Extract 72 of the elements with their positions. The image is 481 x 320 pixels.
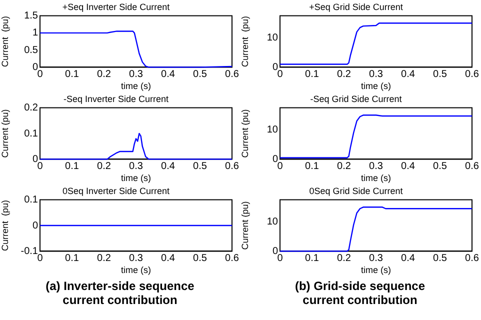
x-tick-label: 0.1 [65,68,80,80]
x-tick-label: 0.1 [65,160,80,172]
text: (b) Grid-side sequence current contribution [294,278,426,307]
x-tick-label: 0.1 [65,252,80,264]
x-tick-label: 0.6 [225,68,240,80]
x-tick-label: 0.2 [337,68,352,80]
x-tick-label: 0.6 [225,252,240,264]
x-tick-label: 0.3 [369,68,384,80]
x-tick-label: 0.3 [369,160,384,172]
chart-title: -Seq Grid Side Current [310,94,402,104]
x-tick-label: 0.3 [129,160,144,172]
y-tick-label: 0.2 [24,102,38,114]
x-tick-label: 0.4 [401,252,416,264]
y-axis-title: Current (pu) [0,16,10,68]
chart-title: +Seq Grid Side Current [309,2,404,12]
y-tick-label: 0 [272,154,278,165]
x-tick-label: 0.4 [401,160,416,172]
y-tick-label: 10 [266,32,278,44]
x-tick-label: 0.2 [97,68,112,80]
y-axis-title: Current (pu) [0,109,10,158]
x-tick-label: 0.5 [193,160,208,172]
x-tick-label: 0.5 [433,160,448,172]
x-tick-label: 0.1 [305,68,320,80]
text: (a) Inverter-side sequence current contribution [44,278,196,307]
x-tick-label: 0.6 [465,68,480,80]
y-tick-label: 0.1 [24,128,38,140]
x-tick-label: 0.5 [433,252,448,264]
x-axis-title: time (s) [121,81,151,92]
x-tick-label: 0.4 [401,68,416,80]
y-tick-label: 0 [272,62,278,73]
y-tick-label: 0.5 [24,44,38,56]
x-tick-label: 0.2 [97,160,112,172]
chart-title: +Seq Inverter Side Current [62,2,170,12]
y-tick-label: 10 [266,216,278,228]
x-tick-label: 0.5 [193,252,208,264]
x-tick-label: 0.4 [161,160,176,172]
x-axis-title: time (s) [361,265,391,276]
x-tick-label: 0.3 [129,68,144,80]
x-tick-label: 0.4 [161,252,176,264]
chart-title: -Seq Inverter Side Current [63,94,170,104]
x-tick-label: 0.3 [129,252,144,264]
x-tick-label: 0.3 [369,252,384,264]
y-tick-label: -0.1 [20,246,38,257]
x-tick-label: 0.1 [305,252,320,264]
x-tick-label: 0.6 [225,160,240,172]
y-tick-label: 1.5 [24,10,38,22]
y-tick-label: 0 [32,62,38,73]
x-tick-label: 0.1 [305,160,320,172]
y-axis-title: Current (pu) [0,200,10,252]
y-axis-title: Current (pu) [240,16,250,68]
y-tick-label: 0 [272,246,278,257]
x-axis-title: time (s) [361,81,391,92]
y-tick-label: 0 [32,220,38,232]
x-axis-title: time (s) [121,265,151,276]
x-tick-label: 0.4 [161,68,176,80]
x-tick-label: 0.5 [433,68,448,80]
y-tick-label: 0 [32,154,38,165]
x-tick-label: 0.2 [97,252,112,264]
y-axis-title: Current (pu) [240,201,250,250]
x-tick-label: 0.2 [337,252,352,264]
chart-title: 0Seq Grid Side Current [309,186,404,196]
x-axis-title: time (s) [361,173,391,184]
y-tick-label: 0.1 [24,194,38,206]
x-axis-title: time (s) [121,173,151,184]
x-tick-label: 0.6 [465,160,480,172]
y-tick-label: 1 [32,28,38,39]
y-axis-title: Current (pu) [240,109,250,158]
x-tick-label: 0.5 [193,68,208,80]
chart-title: 0Seq Inverter Side Current [62,186,170,196]
y-tick-label: 10 [266,124,278,136]
x-tick-label: 0.6 [465,252,480,264]
x-tick-label: 0.2 [337,160,352,172]
